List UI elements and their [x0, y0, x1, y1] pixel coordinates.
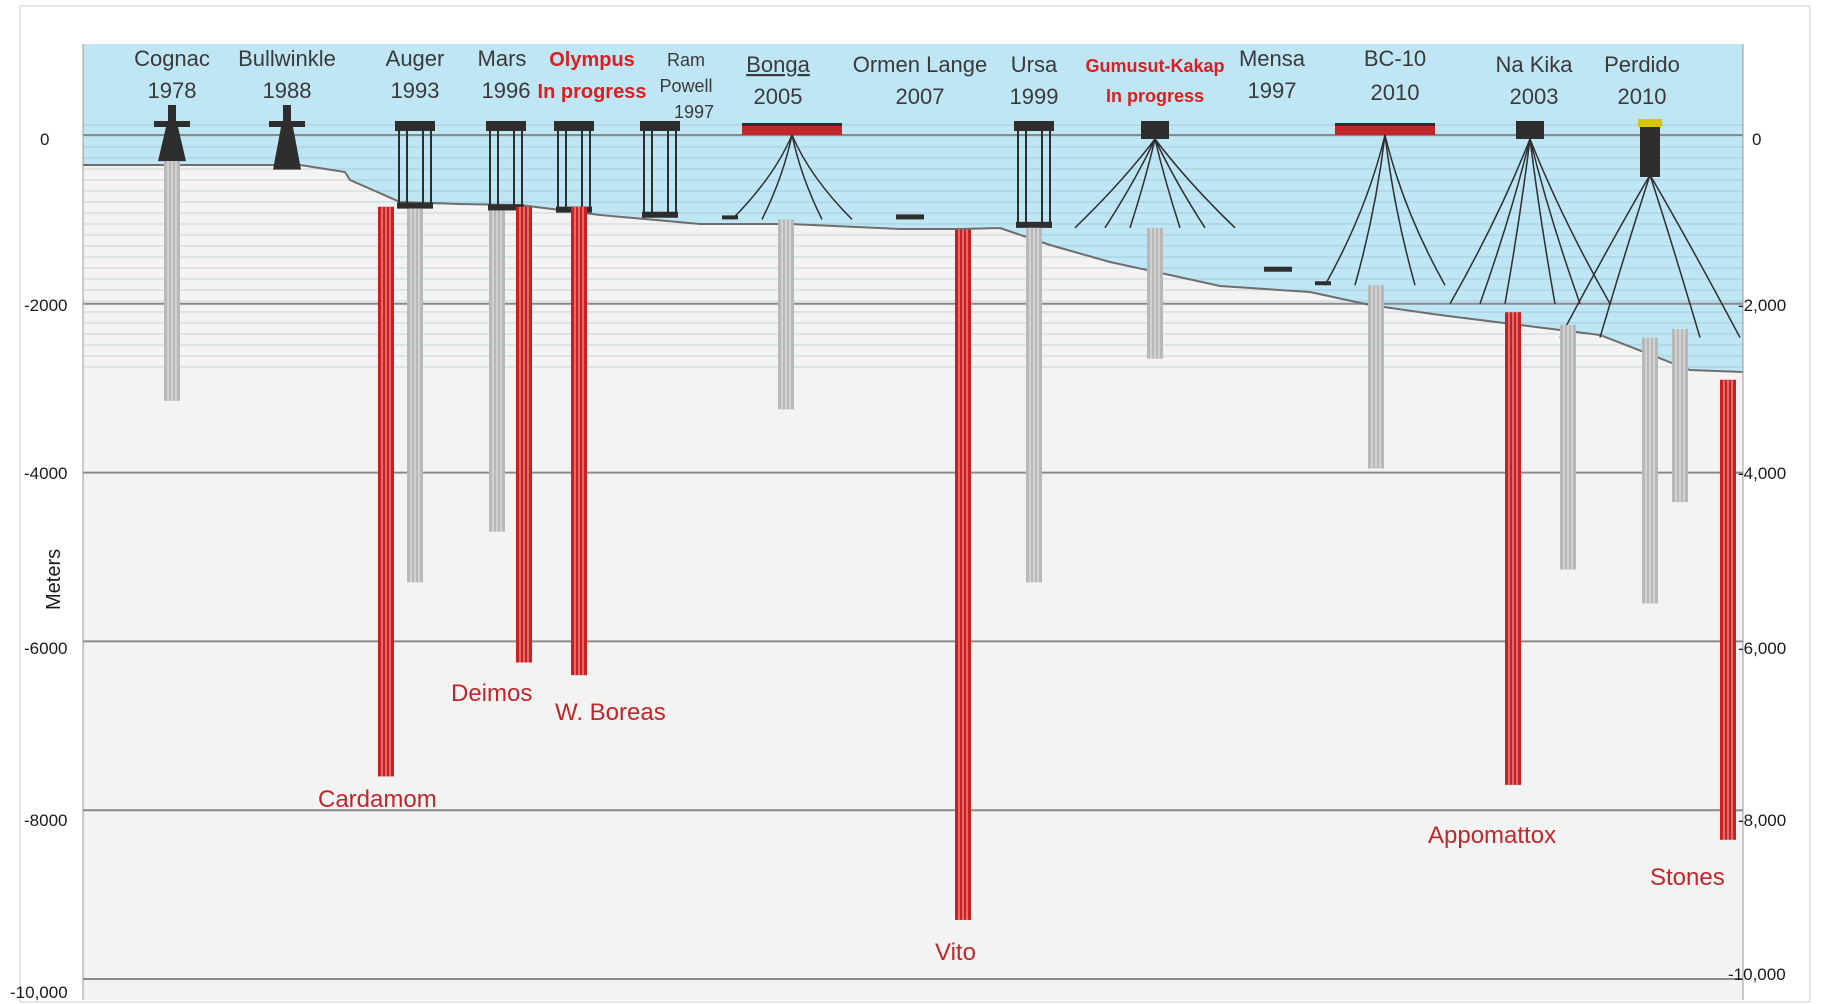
discovery-well-w-boreas	[571, 206, 587, 676]
project-year-ursa: 1999	[1010, 84, 1059, 109]
project-year-ormen-lange: 2007	[896, 84, 945, 109]
project-year-cognac: 1978	[148, 78, 197, 103]
right-tick-10000: -10,000	[1728, 965, 1786, 984]
discovery-well-appomattox	[1505, 312, 1521, 785]
well-auger	[407, 208, 423, 583]
project-name-bc10: BC-10	[1364, 46, 1426, 71]
well-mars	[489, 210, 505, 532]
structure-ormen-lange	[896, 214, 924, 220]
right-axis-ticks: 0 -2,000 -4,000 -6,000 -8,000 -10,000	[1728, 130, 1786, 984]
discovery-label-vito: Vito	[935, 939, 976, 966]
well-ursa	[1026, 227, 1042, 583]
structure-bonga	[722, 123, 853, 220]
project-name-ram: Ram	[667, 50, 705, 70]
production-structures	[154, 105, 1741, 338]
project-name-bonga: Bonga	[746, 52, 810, 77]
project-name-bullwinkle: Bullwinkle	[238, 46, 336, 71]
depth-gridlines	[83, 134, 1743, 980]
structure-auger	[395, 121, 435, 209]
project-year-bullwinkle: 1988	[263, 78, 312, 103]
project-name-gumusut-kakap: Gumusut-Kakap	[1085, 56, 1224, 76]
discovery-label-stones: Stones	[1650, 864, 1725, 891]
well-cognac	[164, 161, 180, 401]
seabed-profile	[83, 164, 1744, 373]
structure-gumusut-kakap	[1074, 121, 1236, 229]
left-tick-6000: -6000	[24, 639, 67, 658]
well-perdido-b	[1672, 329, 1688, 503]
project-year-mars: 1996	[482, 78, 531, 103]
project-name-perdido: Perdido	[1604, 52, 1680, 77]
discovery-well-stones	[1720, 379, 1736, 840]
structure-ram-powell	[640, 121, 680, 218]
project-year-olympus: In progress	[538, 81, 647, 103]
well-na-kika	[1560, 324, 1576, 570]
discovery-label-appomattox: Appomattox	[1428, 822, 1556, 849]
discovery-label-deimos: Deimos	[451, 680, 532, 707]
project-name-olympus: Olympus	[549, 49, 635, 71]
structure-bullwinkle	[269, 105, 305, 170]
project-name-cognac: Cognac	[134, 46, 210, 71]
project-year-ram-powell: 1997	[674, 102, 714, 122]
project-name-ormen-lange: Ormen Lange	[853, 52, 988, 77]
discovery-well-deimos	[516, 206, 532, 663]
well-bc10	[1368, 285, 1384, 469]
project-year-gumusut-kakap: In progress	[1106, 86, 1204, 106]
axis-title: Meters	[43, 549, 65, 610]
structure-mensa	[1264, 266, 1292, 272]
project-year-bc10: 2010	[1371, 80, 1420, 105]
water-stripes	[83, 124, 1743, 368]
discovery-well-vito	[955, 229, 971, 920]
well-bonga	[778, 219, 794, 410]
left-axis-ticks: 0 -2000 -4000 -6000 -8000 -10,000	[10, 130, 68, 1002]
project-name-powell: Powell	[659, 76, 712, 96]
project-year-bonga: 2005	[754, 84, 803, 109]
wells	[164, 161, 1736, 920]
project-name-mars: Mars	[478, 46, 527, 71]
project-name-mensa: Mensa	[1239, 46, 1306, 71]
structure-ursa	[1014, 121, 1054, 228]
discovery-label-w-boreas: W. Boreas	[555, 699, 666, 726]
right-tick-8000: -8,000	[1738, 811, 1786, 830]
right-tick-2000: -2,000	[1738, 296, 1786, 315]
well-gumusut-kakap	[1147, 227, 1163, 359]
project-name-ursa: Ursa	[1011, 52, 1058, 77]
left-tick-0: 0	[40, 130, 49, 149]
right-tick-6000: -6,000	[1738, 639, 1786, 658]
structure-cognac	[154, 105, 190, 162]
discovery-label-cardamom: Cardamom	[318, 786, 437, 813]
project-year-na-kika: 2003	[1510, 84, 1559, 109]
project-year-mensa: 1997	[1248, 78, 1297, 103]
structure-na-kika	[1449, 121, 1611, 305]
discovery-well-cardamom	[378, 206, 394, 777]
project-year-auger: 1993	[391, 78, 440, 103]
left-tick-4000: -4000	[24, 464, 67, 483]
discovery-labels: Cardamom Deimos W. Boreas Vito Appomatto…	[318, 680, 1725, 966]
right-tick-0: 0	[1752, 130, 1761, 149]
right-tick-4000: -4,000	[1738, 464, 1786, 483]
project-labels: Cognac 1978 Bullwinkle 1988 Auger 1993 M…	[134, 46, 1680, 122]
project-year-perdido: 2010	[1618, 84, 1667, 109]
left-tick-2000: -2000	[24, 296, 67, 315]
well-perdido-a	[1642, 337, 1658, 604]
project-name-auger: Auger	[386, 46, 445, 71]
structure-bc-10	[1315, 123, 1446, 286]
structure-perdido	[1559, 119, 1741, 338]
left-tick-10000: -10,000	[10, 983, 68, 1002]
left-tick-8000: -8000	[24, 811, 67, 830]
project-name-na-kika: Na Kika	[1495, 52, 1573, 77]
structure-mars	[486, 121, 526, 211]
